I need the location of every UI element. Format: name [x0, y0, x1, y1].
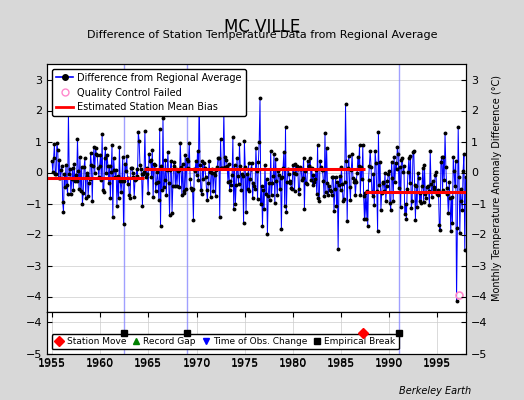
Text: 1985: 1985	[327, 358, 355, 368]
Text: Difference of Station Temperature Data from Regional Average: Difference of Station Temperature Data f…	[87, 30, 437, 40]
Text: 1975: 1975	[231, 358, 259, 368]
Text: MC VILLE: MC VILLE	[224, 18, 300, 36]
Text: 1995: 1995	[423, 358, 452, 368]
Y-axis label: Monthly Temperature Anomaly Difference (°C): Monthly Temperature Anomaly Difference (…	[492, 75, 502, 301]
Text: 1955: 1955	[38, 358, 66, 368]
Text: 1980: 1980	[279, 358, 307, 368]
Text: 1990: 1990	[375, 358, 403, 368]
Legend: Station Move, Record Gap, Time of Obs. Change, Empirical Break: Station Move, Record Gap, Time of Obs. C…	[52, 334, 399, 350]
Legend: Difference from Regional Average, Quality Control Failed, Estimated Station Mean: Difference from Regional Average, Qualit…	[52, 69, 246, 116]
Text: 1970: 1970	[182, 358, 211, 368]
Text: 1965: 1965	[134, 358, 162, 368]
Text: 1960: 1960	[86, 358, 114, 368]
Text: Berkeley Earth: Berkeley Earth	[399, 386, 472, 396]
